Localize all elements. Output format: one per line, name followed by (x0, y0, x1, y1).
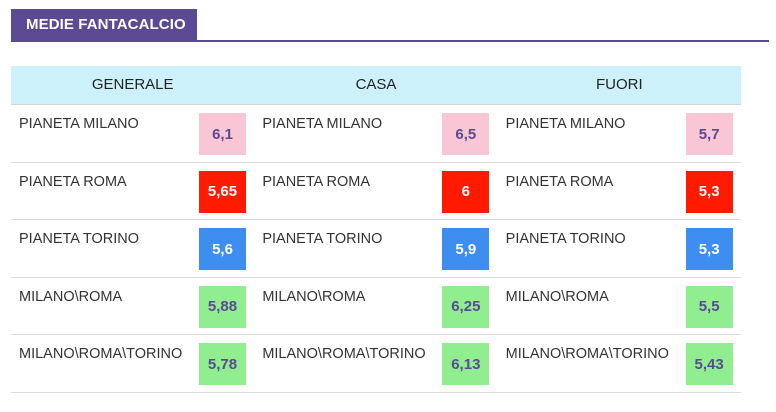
table-row: PIANETA MILANO 6,1 PIANETA MILANO 6,5 PIANET… (11, 105, 741, 163)
team-name: PIANETA ROMA (19, 173, 127, 190)
table-cell: MILANO\ROMA 5,88 (11, 278, 254, 335)
team-name: PIANETA TORINO (19, 231, 140, 247)
score-badge: 5,9 (442, 228, 490, 270)
score-badge: 5,5 (685, 285, 733, 328)
team-name: MILANO\ROMA\TORINO (262, 346, 426, 362)
table-row: MILANO\ROMA\TORINO 5,78 MILANO\ROMA\TORINO… (11, 335, 741, 393)
table-row: MILANO\ROMA 5,88 MILANO\ROMA 6,25 MILANO\ROM… (11, 278, 741, 335)
table-cell: PIANETA ROMA 5,3 (498, 163, 741, 220)
team-name: PIANETA TORINO (262, 231, 383, 247)
table-header: GENERALE CASA FUORI (11, 66, 741, 105)
header-generale: GENERALE (91, 76, 174, 93)
score-badge: 5,6 (199, 228, 246, 270)
team-name: PIANETA ROMA (505, 173, 614, 190)
score-badge: 5,3 (685, 170, 733, 213)
section-header: MEDIE FANTACALCIO (11, 9, 769, 42)
score-badge: 5,88 (199, 285, 246, 328)
score-badge: 5,7 (685, 113, 733, 155)
score-badge: 5,78 (199, 343, 246, 385)
table-cell: MILANO\ROMA\TORINO 5,78 (11, 335, 254, 392)
table-cell: MILANO\ROMA\TORINO 5,43 (498, 335, 741, 392)
score-badge: 6,5 (442, 113, 490, 155)
header-casa: CASA (355, 76, 397, 93)
team-name: PIANETA MILANO (505, 116, 626, 132)
table-cell: PIANETA ROMA 6 (254, 163, 497, 220)
score-badge: 5,43 (685, 343, 733, 385)
team-name: MILANO\ROMA (262, 288, 366, 305)
team-name: MILANO\ROMA (19, 288, 123, 305)
score-badge: 6 (442, 170, 490, 213)
table-cell: MILANO\ROMA\TORINO 6,13 (254, 335, 497, 392)
team-name: PIANETA MILANO (262, 116, 383, 132)
team-name: PIANETA ROMA (262, 173, 371, 190)
team-name: PIANETA MILANO (19, 116, 139, 132)
team-name: MILANO\ROMA (505, 288, 609, 305)
table-cell: PIANETA TORINO 5,3 (498, 220, 741, 277)
table-cell: MILANO\ROMA 6,25 (254, 278, 497, 335)
table-cell: PIANETA ROMA 5,65 (11, 163, 254, 220)
table-row: PIANETA TORINO 5,6 PIANETA TORINO 5,9 PIANET… (11, 220, 741, 278)
score-badge: 6,25 (442, 285, 490, 328)
header-fuori: FUORI (595, 76, 643, 93)
team-name: PIANETA TORINO (505, 231, 626, 247)
team-name: MILANO\ROMA\TORINO (19, 346, 183, 362)
table-cell: PIANETA MILANO 6,1 (11, 105, 254, 162)
averages-table: GENERALE CASA FUORI PIANETA MILANO 6,1 PIA… (11, 66, 741, 393)
score-badge: 6,1 (199, 113, 246, 155)
table-cell: PIANETA TORINO 5,6 (11, 220, 254, 277)
table-cell: MILANO\ROMA 5,5 (498, 278, 741, 335)
section-title: MEDIE FANTACALCIO (11, 9, 197, 40)
table-body: PIANETA MILANO 6,1 PIANETA MILANO 6,5 PIANET… (11, 105, 741, 393)
score-badge: 5,65 (199, 170, 246, 213)
team-name: MILANO\ROMA\TORINO (505, 346, 669, 362)
score-badge: 6,13 (442, 343, 490, 385)
table-cell: PIANETA MILANO 6,5 (254, 105, 497, 162)
table-cell: PIANETA TORINO 5,9 (254, 220, 497, 277)
table-row: PIANETA ROMA 5,65 PIANETA ROMA 6 PIANETA ROM… (11, 163, 741, 220)
score-badge: 5,3 (685, 228, 733, 270)
table-cell: PIANETA MILANO 5,7 (498, 105, 741, 162)
